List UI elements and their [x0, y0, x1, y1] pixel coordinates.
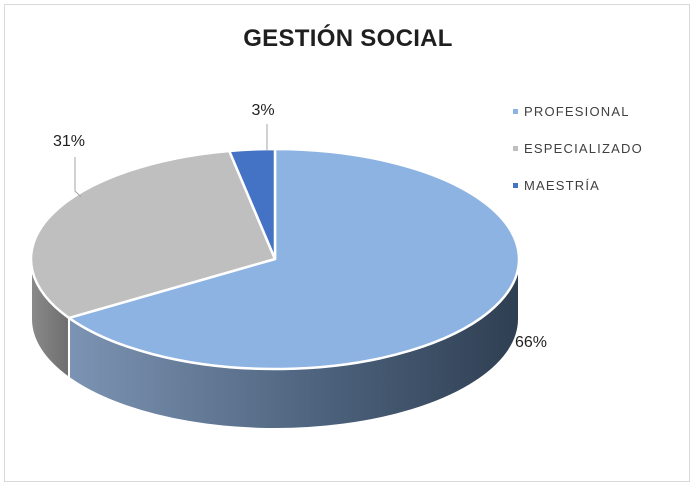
legend-swatch-maestria — [513, 182, 518, 188]
legend-swatch-profesional — [513, 108, 518, 114]
data-label-profesional: 66% — [515, 334, 547, 351]
pie-slice-especializado — [29, 149, 277, 320]
legend-label-profesional: PROFESIONAL — [524, 103, 630, 119]
pie-slice-profesional — [67, 147, 521, 371]
legend-item-maestria: MAESTRÍA — [513, 175, 643, 195]
legend-item-profesional: PROFESIONAL — [513, 101, 643, 121]
pie-slice-maestria — [228, 147, 277, 261]
legend-item-especializado: ESPECIALIZADO — [513, 138, 643, 158]
chart-frame: GESTIÓN SOCIAL 66% 31% 3% PROFESIONAL ESPE… — [4, 4, 690, 482]
data-label-maestria: 3% — [251, 102, 274, 119]
data-label-especializado: 31% — [53, 133, 85, 150]
legend-swatch-especializado — [513, 145, 518, 151]
chart-title: GESTIÓN SOCIAL — [243, 25, 453, 52]
legend-label-maestria: MAESTRÍA — [524, 177, 601, 193]
pie-chart: 66% 31% 3% — [29, 102, 547, 430]
leader-line-especializado — [74, 157, 82, 198]
legend-label-especializado: ESPECIALIZADO — [524, 140, 643, 156]
legend: PROFESIONAL ESPECIALIZADO MAESTRÍA — [513, 101, 643, 212]
